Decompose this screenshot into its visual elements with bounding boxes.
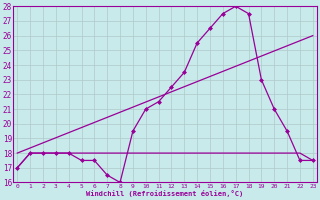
X-axis label: Windchill (Refroidissement éolien,°C): Windchill (Refroidissement éolien,°C) [86,190,244,197]
